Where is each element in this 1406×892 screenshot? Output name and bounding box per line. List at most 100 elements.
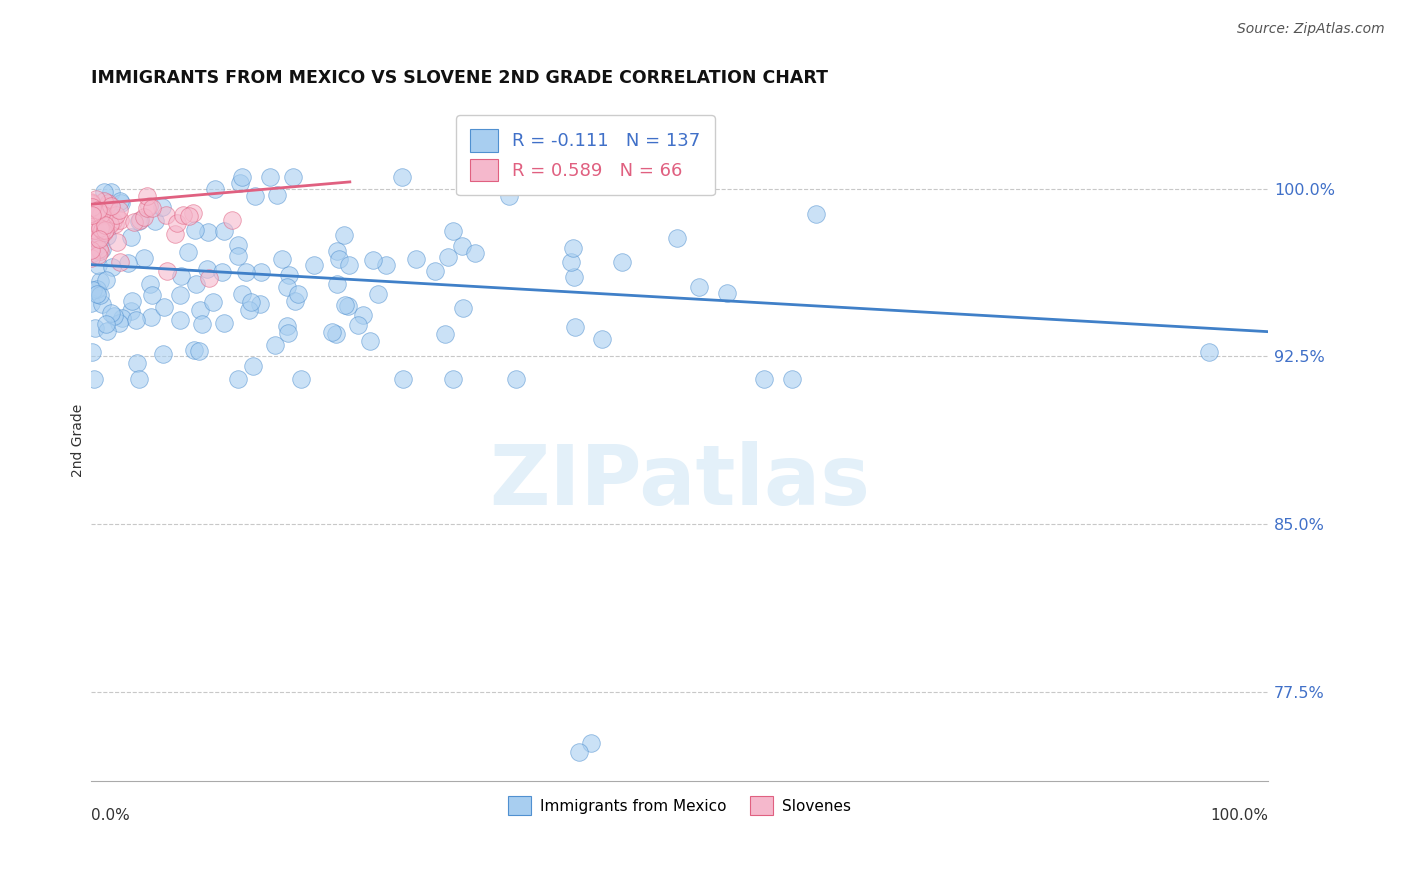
Point [80,201,103,215]
Point [333,298,356,312]
Point [281,170,304,185]
Point [172,208,194,222]
Point [82,208,104,222]
Point [100,305,122,319]
Point [212,316,235,330]
Point [321,325,343,339]
Point [80,202,103,217]
Point [86,287,108,301]
Point [121,294,143,309]
Point [165,227,187,241]
Point [591,332,613,346]
Point [752,371,775,385]
Point [190,303,212,318]
Point [277,326,299,340]
Point [197,225,219,239]
Point [83,223,105,237]
Point [278,268,301,283]
Point [780,371,803,385]
Point [450,239,472,253]
Point [612,254,634,268]
Point [153,301,176,315]
Point [80,296,103,310]
Point [231,286,253,301]
Point [94,317,117,331]
Point [337,299,360,313]
Point [505,371,527,385]
Point [107,202,129,217]
Point [425,264,447,278]
Point [138,199,160,213]
Point [91,223,114,237]
Point [716,285,738,300]
Point [183,343,205,357]
Point [139,310,162,324]
Text: Source: ZipAtlas.com: Source: ZipAtlas.com [1237,22,1385,37]
Point [86,239,108,253]
Point [284,294,307,309]
Point [152,346,174,360]
Point [80,243,103,257]
Point [579,736,602,750]
Y-axis label: 2nd Grade: 2nd Grade [72,403,86,476]
Point [464,246,486,260]
Point [89,221,111,235]
Point [337,259,360,273]
Point [134,210,156,224]
Point [89,274,111,288]
Point [100,185,122,199]
Point [87,202,110,217]
Point [564,319,586,334]
Point [110,255,132,269]
Point [347,318,370,333]
Point [287,286,309,301]
Point [290,371,312,385]
Point [82,200,104,214]
Point [83,231,105,245]
Point [80,251,103,265]
Point [80,215,103,229]
Point [80,246,103,260]
Point [94,218,117,232]
Point [436,250,458,264]
Point [804,207,827,221]
Point [80,222,103,236]
Point [361,252,384,267]
Point [188,344,211,359]
Point [93,226,115,240]
Point [122,215,145,229]
Point [139,277,162,292]
Point [141,288,163,302]
Point [191,317,214,331]
Point [83,223,105,237]
Point [97,195,120,210]
Point [100,199,122,213]
Point [266,187,288,202]
Point [82,283,104,297]
Point [453,301,475,315]
Point [226,238,249,252]
Point [80,211,103,225]
Point [80,219,103,233]
Point [204,182,226,196]
Point [242,359,264,373]
Text: ZIPatlas: ZIPatlas [489,441,870,522]
Point [238,302,260,317]
Point [93,208,115,222]
Point [87,258,110,272]
Point [84,192,107,206]
Point [96,209,118,223]
Point [125,356,148,370]
Point [221,212,243,227]
Point [156,264,179,278]
Point [150,200,173,214]
Legend: Immigrants from Mexico, Slovenes: Immigrants from Mexico, Slovenes [502,790,856,822]
Point [249,296,271,310]
Point [89,244,111,259]
Point [80,195,103,210]
Point [441,224,464,238]
Text: 100.0%: 100.0% [1211,808,1268,823]
Point [83,371,105,385]
Point [80,213,103,227]
Point [129,213,152,227]
